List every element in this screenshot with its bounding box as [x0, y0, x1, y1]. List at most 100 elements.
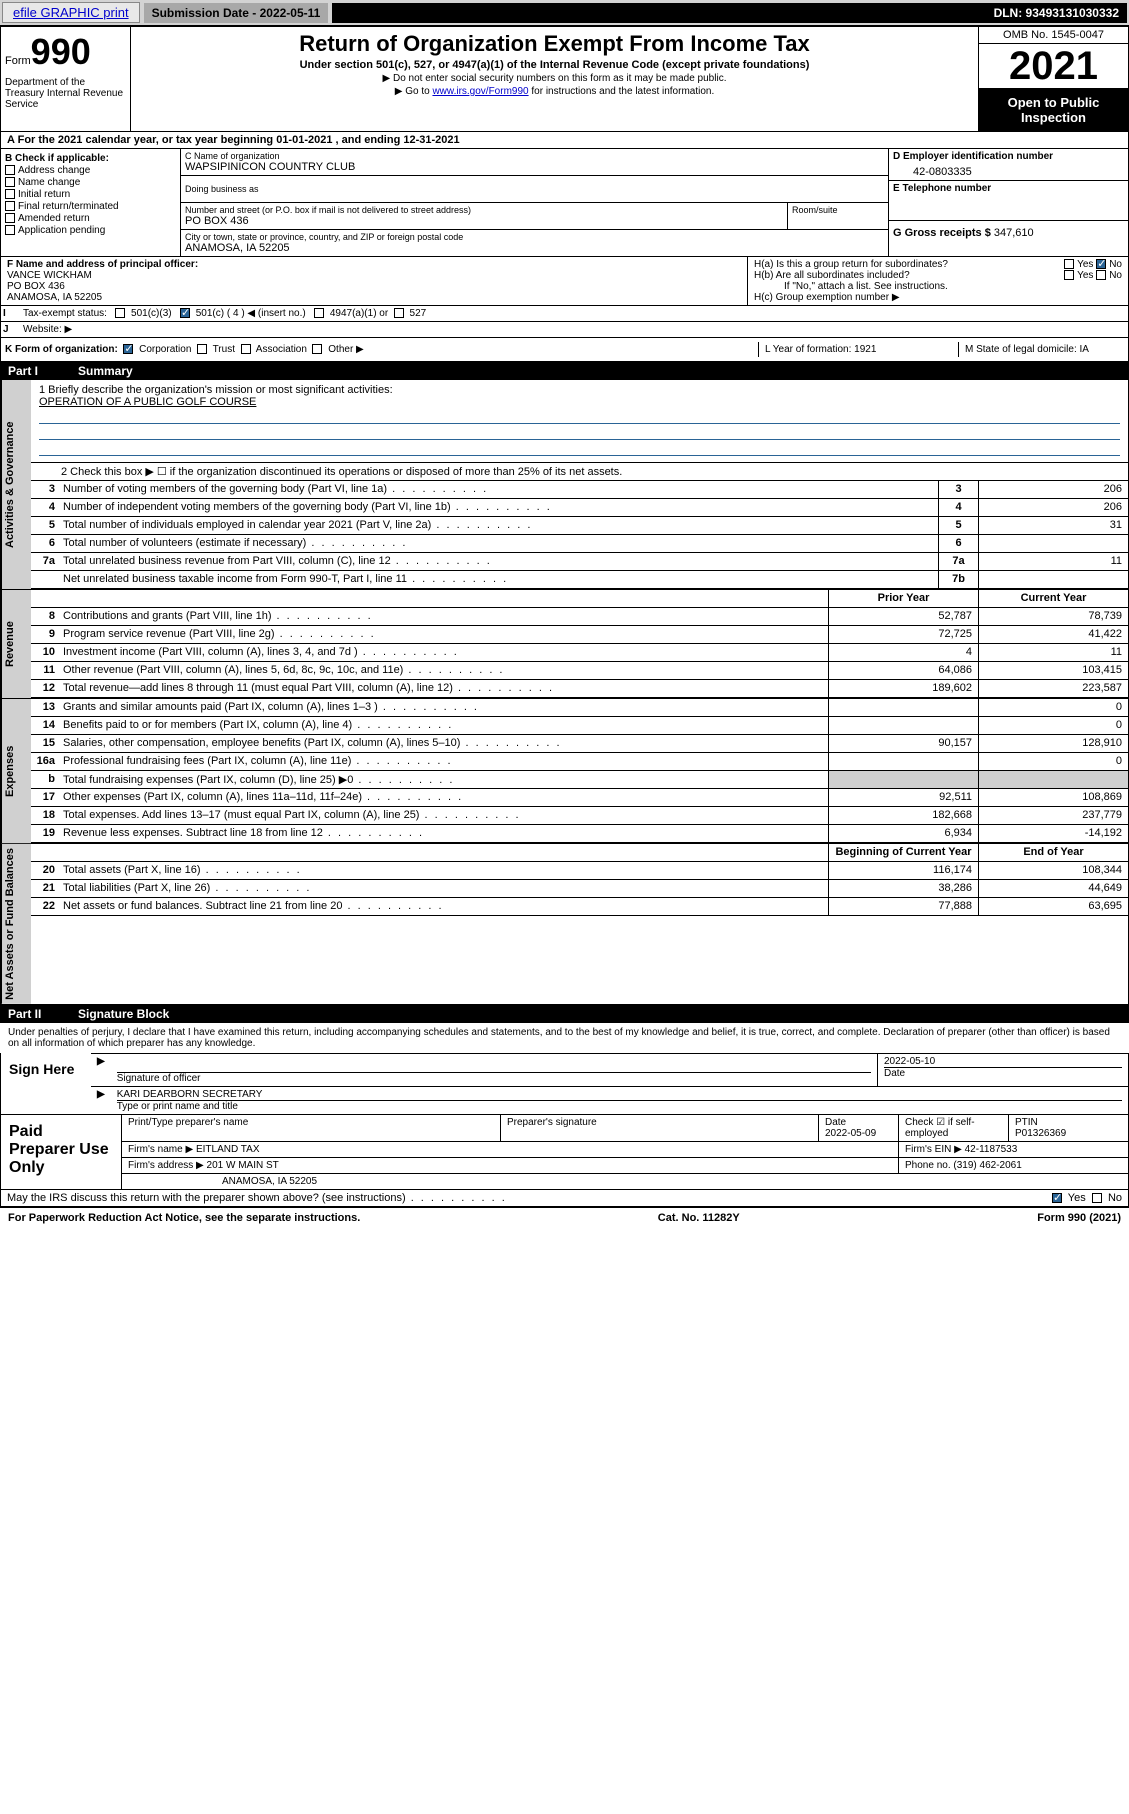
prior-year-val: 92,511 [828, 789, 978, 806]
line-key: 3 [938, 481, 978, 498]
c-name-lbl: C Name of organization [185, 151, 884, 161]
current-year-val [978, 771, 1128, 788]
firm-name-lbl: Firm's name ▶ [128, 1144, 193, 1155]
arrow-icon: ▶ [91, 1054, 111, 1086]
line-desc: Number of independent voting members of … [59, 499, 938, 516]
hc-row: H(c) Group exemption number ▶ [754, 292, 1122, 303]
current-year-val: 128,910 [978, 735, 1128, 752]
chk-name[interactable]: Name change [5, 177, 176, 188]
date-lbl: Date [884, 1067, 1122, 1079]
footer-cat: Cat. No. 11282Y [658, 1212, 740, 1224]
line-num: 15 [31, 735, 59, 752]
signer-name: KARI DEARBORN SECRETARY [117, 1089, 1122, 1100]
current-year-val: 63,695 [978, 898, 1128, 915]
line-key: 4 [938, 499, 978, 516]
line-key: 7a [938, 553, 978, 570]
line-i-lbl: I [1, 306, 19, 321]
submission-date: Submission Date - 2022-05-11 [144, 3, 329, 23]
line-num: 20 [31, 862, 59, 879]
line-num: 21 [31, 880, 59, 897]
form-subtitle: Under section 501(c), 527, or 4947(a)(1)… [135, 59, 974, 71]
chk-initial[interactable]: Initial return [5, 189, 176, 200]
line-a: A For the 2021 calendar year, or tax yea… [0, 132, 1129, 149]
line-key: 5 [938, 517, 978, 534]
line-desc: Total fundraising expenses (Part IX, col… [59, 771, 828, 788]
line-desc: Total number of volunteers (estimate if … [59, 535, 938, 552]
firm-addr-lbl: Firm's address ▶ [128, 1160, 204, 1171]
prior-year-val [828, 699, 978, 716]
open-public: Open to Public Inspection [979, 89, 1128, 131]
dba-lbl: Doing business as [185, 184, 884, 194]
line-num: b [31, 771, 59, 788]
chk-address[interactable]: Address change [5, 165, 176, 176]
ha-row: H(a) Is this a group return for subordin… [754, 259, 1122, 270]
line-val: 11 [978, 553, 1128, 570]
prior-year-val: 64,086 [828, 662, 978, 679]
firm-phone-lbl: Phone no. [905, 1160, 951, 1171]
line-num: 11 [31, 662, 59, 679]
line-desc: Professional fundraising fees (Part IX, … [59, 753, 828, 770]
prep-name-hdr: Print/Type preparer's name [121, 1115, 500, 1141]
line-val: 206 [978, 499, 1128, 516]
signer-name-lbl: Type or print name and title [117, 1100, 1122, 1112]
city-lbl: City or town, state or province, country… [185, 232, 884, 242]
line-key: 7b [938, 571, 978, 588]
line-num [31, 571, 59, 588]
irs-link[interactable]: www.irs.gov/Form990 [432, 86, 528, 97]
line-num: 12 [31, 680, 59, 697]
current-year-val: 108,344 [978, 862, 1128, 879]
may-irs-yes[interactable]: Yes [1052, 1192, 1086, 1204]
line-desc: Revenue less expenses. Subtract line 18 … [59, 825, 828, 842]
current-year-val: 41,422 [978, 626, 1128, 643]
line-desc: Grants and similar amounts paid (Part IX… [59, 699, 828, 716]
chk-amended[interactable]: Amended return [5, 213, 176, 224]
footer-form: Form 990 (2021) [1037, 1212, 1121, 1224]
line-num: 17 [31, 789, 59, 806]
line-j: Website: ▶ [19, 322, 1128, 337]
street-addr: PO BOX 436 [185, 215, 783, 227]
ptin-lbl: PTIN [1015, 1117, 1038, 1128]
line-desc: Total unrelated business revenue from Pa… [59, 553, 938, 570]
line-k: K Form of organization: Corporation Trus… [1, 342, 758, 357]
ptin-val: P01326369 [1015, 1128, 1066, 1139]
line-desc: Other revenue (Part VIII, column (A), li… [59, 662, 828, 679]
may-irs-text: May the IRS discuss this return with the… [7, 1192, 1052, 1204]
line-l: L Year of formation: 1921 [758, 342, 958, 357]
prior-year-val: 4 [828, 644, 978, 661]
efile-print-link[interactable]: efile GRAPHIC print [2, 2, 140, 23]
line-num: 22 [31, 898, 59, 915]
prior-year-val: 189,602 [828, 680, 978, 697]
line-num: 6 [31, 535, 59, 552]
line-desc: Program service revenue (Part VIII, line… [59, 626, 828, 643]
org-name: WAPSIPINICON COUNTRY CLUB [185, 161, 884, 173]
prior-year-val [828, 753, 978, 770]
line-desc: Total revenue—add lines 8 through 11 (mu… [59, 680, 828, 697]
tax-year: 2021 [979, 44, 1128, 89]
chk-final[interactable]: Final return/terminated [5, 201, 176, 212]
prior-year-val: 72,725 [828, 626, 978, 643]
sign-date: 2022-05-10 [884, 1056, 1122, 1067]
gross-val: 347,610 [994, 227, 1034, 239]
line-j-lbl: J [1, 322, 19, 337]
current-year-val: 11 [978, 644, 1128, 661]
line-num: 10 [31, 644, 59, 661]
omb-number: OMB No. 1545-0047 [979, 27, 1128, 44]
line2: 2 Check this box ▶ ☐ if the organization… [31, 463, 1128, 480]
topbar: efile GRAPHIC print Submission Date - 20… [0, 0, 1129, 26]
section-netassets: Net Assets or Fund Balances [1, 844, 31, 1004]
mission-lbl: 1 Briefly describe the organization's mi… [39, 384, 1120, 396]
current-year-val: 0 [978, 699, 1128, 716]
firm-phone: (319) 462-2061 [953, 1160, 1021, 1171]
may-irs-no[interactable]: No [1092, 1192, 1122, 1204]
firm-addr: 201 W MAIN ST [207, 1160, 279, 1171]
line-desc: Net unrelated business taxable income fr… [59, 571, 938, 588]
current-year-val: 44,649 [978, 880, 1128, 897]
mission-text: OPERATION OF A PUBLIC GOLF COURSE [39, 396, 1120, 408]
hb-row: H(b) Are all subordinates included? Yes … [754, 270, 1122, 281]
line-desc: Benefits paid to or for members (Part IX… [59, 717, 828, 734]
chk-pending[interactable]: Application pending [5, 225, 176, 236]
line-num: 19 [31, 825, 59, 842]
ein-val: 42-0803335 [893, 162, 1124, 178]
col-current-year: Current Year [978, 590, 1128, 607]
hb-note: If "No," attach a list. See instructions… [754, 281, 1122, 292]
